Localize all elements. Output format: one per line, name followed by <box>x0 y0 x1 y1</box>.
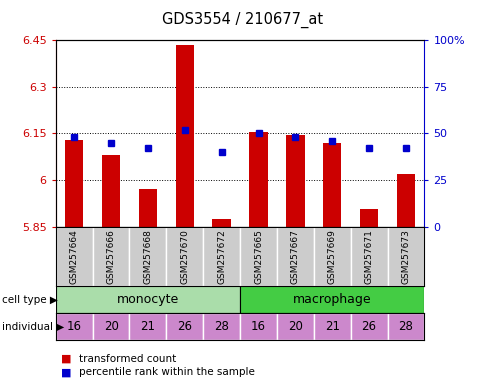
Bar <box>396 174 414 227</box>
Bar <box>240 286 424 313</box>
Bar <box>350 227 387 286</box>
Text: monocyte: monocyte <box>117 293 179 306</box>
Text: 20: 20 <box>287 320 302 333</box>
Text: GSM257668: GSM257668 <box>143 229 152 284</box>
Bar <box>387 227 424 286</box>
Text: GSM257670: GSM257670 <box>180 229 189 284</box>
Bar <box>276 313 313 340</box>
Bar <box>249 132 267 227</box>
Text: 28: 28 <box>398 320 412 333</box>
Text: 28: 28 <box>214 320 228 333</box>
Text: GSM257669: GSM257669 <box>327 229 336 284</box>
Bar <box>240 227 276 286</box>
Bar <box>322 143 341 227</box>
Text: 16: 16 <box>251 320 265 333</box>
Bar <box>166 313 203 340</box>
Bar <box>175 45 194 227</box>
Text: individual ▶: individual ▶ <box>2 321 64 331</box>
Bar <box>56 286 240 313</box>
Text: GSM257665: GSM257665 <box>254 229 262 284</box>
Bar <box>359 210 378 227</box>
Text: percentile rank within the sample: percentile rank within the sample <box>79 367 255 377</box>
Bar <box>138 189 157 227</box>
Text: ■: ■ <box>60 367 71 377</box>
Text: macrophage: macrophage <box>292 293 371 306</box>
Bar <box>92 313 129 340</box>
Bar <box>286 135 304 227</box>
Bar <box>387 313 424 340</box>
Text: GSM257666: GSM257666 <box>106 229 115 284</box>
Text: 20: 20 <box>104 320 118 333</box>
Text: transformed count: transformed count <box>79 354 176 364</box>
Text: GSM257672: GSM257672 <box>217 229 226 284</box>
Bar <box>203 227 240 286</box>
Bar <box>129 227 166 286</box>
Text: 21: 21 <box>140 320 155 333</box>
Text: cell type ▶: cell type ▶ <box>2 295 58 305</box>
Bar <box>56 227 92 286</box>
Bar <box>313 313 350 340</box>
Text: ■: ■ <box>60 354 71 364</box>
Text: 16: 16 <box>67 320 81 333</box>
Text: GSM257667: GSM257667 <box>290 229 299 284</box>
Text: 26: 26 <box>361 320 376 333</box>
Bar <box>129 313 166 340</box>
Text: 26: 26 <box>177 320 192 333</box>
Text: GSM257673: GSM257673 <box>401 229 409 284</box>
Bar <box>56 313 92 340</box>
Text: 21: 21 <box>324 320 339 333</box>
Bar <box>203 313 240 340</box>
Text: GSM257664: GSM257664 <box>70 229 78 284</box>
Text: GSM257671: GSM257671 <box>364 229 373 284</box>
Bar <box>65 140 83 227</box>
Bar <box>212 219 230 227</box>
Text: GDS3554 / 210677_at: GDS3554 / 210677_at <box>162 12 322 28</box>
Bar <box>92 227 129 286</box>
Bar <box>166 227 203 286</box>
Bar <box>350 313 387 340</box>
Bar <box>240 313 276 340</box>
Bar <box>313 227 350 286</box>
Bar <box>276 227 313 286</box>
Bar <box>102 155 120 227</box>
